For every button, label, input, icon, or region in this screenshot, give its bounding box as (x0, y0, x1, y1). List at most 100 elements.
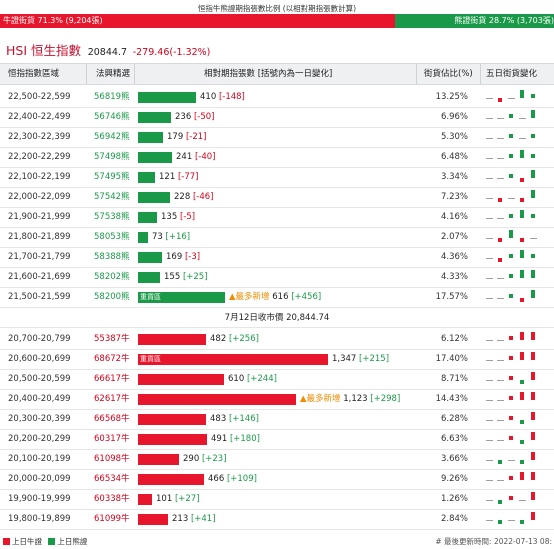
table-row[interactable]: 22,300-22,399 56942熊 179 [-21] 5.30% (0, 128, 554, 148)
sparkline-mark (486, 520, 493, 521)
sparkline-mark (531, 512, 535, 520)
contracts-label: 213 [+41] (172, 514, 216, 525)
sparkline-mark (531, 392, 535, 400)
issuer-code-link[interactable]: 56746熊 (94, 112, 130, 122)
most-new-badge: ▲最多新增 (229, 292, 273, 302)
sparkline-mark (531, 412, 535, 420)
table-row[interactable]: 19,900-19,999 60338牛 101 [+27] 1.26% (0, 490, 554, 510)
five-day-sparkline (486, 352, 535, 361)
table-row[interactable]: 20,100-20,199 61098牛 290 [+23] 3.66% (0, 450, 554, 470)
issuer-code-link[interactable]: 57538熊 (94, 212, 130, 222)
sparkline-mark (486, 400, 493, 401)
issuer-code-link[interactable]: 57498熊 (94, 152, 130, 162)
daily-change: [+256] (228, 334, 259, 344)
sparkline-mark (509, 416, 513, 420)
issuer-code-link[interactable]: 58053熊 (94, 232, 130, 242)
table-row[interactable]: 19,800-19,899 61099牛 213 [+41] 2.84% (0, 510, 554, 530)
street-pct-cell: 3.66% (440, 454, 468, 464)
issuer-code-link[interactable]: 66568牛 (94, 414, 130, 424)
issuer-code-link[interactable]: 61099牛 (94, 514, 130, 524)
sparkline-mark (508, 98, 515, 99)
street-pct-cell: 9.26% (440, 474, 468, 484)
index-summary: HSI 恒生指數 20844.7 -279.46(-1.32%) (6, 40, 210, 59)
table-row[interactable]: 21,600-21,699 58202熊 155 [+25] 4.33% (0, 268, 554, 288)
table-row[interactable]: 20,000-20,099 66534牛 466 [+109] 9.26% (0, 470, 554, 490)
sparkline-mark (497, 380, 504, 381)
index-name[interactable]: HSI 恒生指數 (6, 43, 81, 58)
sparkline-mark (520, 440, 524, 444)
issuer-code-link[interactable]: 60338牛 (94, 494, 130, 504)
col-header-issuer: 法興精選 (96, 69, 131, 79)
table-row[interactable]: 20,200-20,299 60317牛 491 [+180] 6.63% (0, 430, 554, 450)
issuer-code-link[interactable]: 58200熊 (94, 292, 130, 302)
issuer-code-link[interactable]: 58202熊 (94, 272, 130, 282)
table-row[interactable]: 20,600-20,699 68672牛 重貨區 1,347 [+215] 17.40% (0, 350, 554, 370)
issuer-code-link[interactable]: 56942熊 (94, 132, 130, 142)
table-row[interactable]: 21,900-21,999 57538熊 135 [-5] 4.16% (0, 208, 554, 228)
table-row[interactable]: 22,100-22,199 57495熊 121 [-77] 3.34% (0, 168, 554, 188)
contracts-label: 155 [+25] (164, 272, 208, 283)
street-pct-cell: 4.16% (440, 212, 468, 222)
table-row[interactable]: 21,800-21,899 58053熊 73 [+16] 2.07% (0, 228, 554, 248)
table-row[interactable]: 21,700-21,799 58388熊 169 [-3] 4.36% (0, 248, 554, 268)
five-day-sparkline (486, 432, 535, 444)
bull-bear-ratio-bar: 牛證街貨 71.3% (9,204張) 熊證街貨 28.7% (3,703張) (0, 14, 554, 28)
table-row[interactable]: 20,300-20,399 66568牛 483 [+146] 6.28% (0, 410, 554, 430)
table-row[interactable]: 20,700-20,799 55387牛 482 [+256] 6.12% (0, 330, 554, 350)
sparkline-mark (486, 420, 493, 421)
sparkline-mark (486, 298, 493, 299)
sparkline-mark (509, 274, 513, 278)
contracts-value: 1,123 (343, 394, 371, 404)
issuer-code-link[interactable]: 62617牛 (94, 394, 130, 404)
range-cell: 20,500-20,599 (8, 374, 71, 384)
contracts-bar (138, 454, 179, 465)
issuer-code-link[interactable]: 66534牛 (94, 474, 130, 484)
col-header-range: 恒指指數區域 (8, 69, 60, 79)
sparkline-mark (509, 376, 513, 380)
contracts-value: 179 (167, 132, 186, 142)
sparkline-mark (497, 278, 504, 279)
table-row[interactable]: 20,500-20,599 66617牛 610 [+244] 8.71% (0, 370, 554, 390)
issuer-code-link[interactable]: 60317牛 (94, 434, 130, 444)
sparkline-mark (509, 254, 513, 258)
sparkline-mark (497, 118, 504, 119)
contracts-bar (138, 252, 162, 263)
contracts-bar (138, 414, 206, 425)
contracts-bar (138, 132, 163, 143)
issuer-code-link[interactable]: 68672牛 (94, 354, 130, 364)
issuer-code-link[interactable]: 57495熊 (94, 172, 130, 182)
issuer-code-link[interactable]: 55387牛 (94, 334, 130, 344)
daily-change: [+41] (190, 514, 216, 524)
street-pct-cell: 4.33% (440, 272, 468, 282)
contracts-label: 290 [+23] (183, 454, 227, 465)
contracts-label: 228 [-46] (174, 192, 213, 203)
table-row[interactable]: 22,200-22,299 57498熊 241 [-40] 6.48% (0, 148, 554, 168)
table-row[interactable]: 22,500-22,599 56819熊 410 [-148] 13.25% (0, 88, 554, 108)
sparkline-mark (486, 258, 493, 259)
contracts-value: 483 (210, 414, 229, 424)
col-header-five-day: 五日街貨變化 (486, 69, 538, 79)
sparkline-mark (531, 432, 535, 440)
street-pct-cell: 6.48% (440, 152, 468, 162)
daily-change: [+23] (201, 454, 227, 464)
sparkline-mark (520, 332, 524, 340)
footer: 上日牛證 上日熊證 # 最後更新時間: 2022-07-13 08: (0, 535, 554, 549)
ratio-title: 恒指牛熊證期指張數比例 (以相對期指張數計算) (197, 4, 357, 13)
table-row[interactable]: 21,500-21,599 58200熊 重貨區 ▲最多新增 616 [+456] 17… (0, 288, 554, 308)
street-pct-cell: 6.96% (440, 112, 468, 122)
issuer-code-link[interactable]: 57542熊 (94, 192, 130, 202)
sparkline-mark (486, 178, 493, 179)
sparkline-mark (497, 420, 504, 421)
issuer-code-link[interactable]: 56819熊 (94, 92, 130, 102)
sparkline-mark (520, 420, 524, 424)
five-day-sparkline (486, 412, 535, 424)
contracts-bar (138, 272, 160, 283)
issuer-code-link[interactable]: 58388熊 (94, 252, 130, 262)
table-row[interactable]: 22,000-22,099 57542熊 228 [-46] 7.23% (0, 188, 554, 208)
table-row[interactable]: 22,400-22,499 56746熊 236 [-50] 6.96% (0, 108, 554, 128)
sparkline-mark (497, 158, 504, 159)
table-row[interactable]: 20,400-20,499 62617牛 ▲最多新增 1,123 [+298] 14.… (0, 390, 554, 410)
issuer-code-link[interactable]: 61098牛 (94, 454, 130, 464)
issuer-code-link[interactable]: 66617牛 (94, 374, 130, 384)
contracts-label: 101 [+27] (156, 494, 200, 505)
